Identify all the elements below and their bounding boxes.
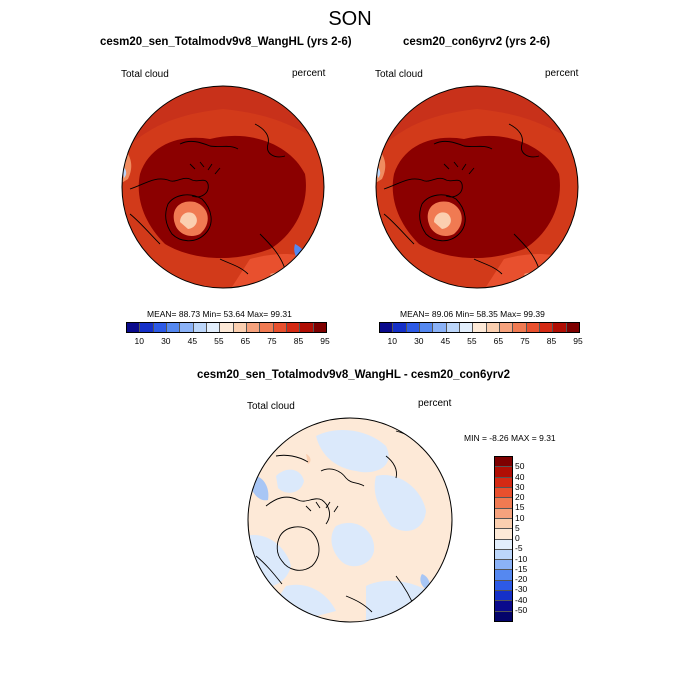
- colorbar-tick-label: -40: [515, 594, 528, 605]
- colorbar-swatch: [419, 323, 434, 332]
- colorbar-swatch: [286, 323, 301, 332]
- diff-colorbar: [494, 456, 513, 622]
- colorbar-swatch: [495, 487, 512, 499]
- panel2-colorbar: [379, 322, 580, 333]
- colorbar-tick-label: 55: [467, 336, 477, 346]
- diff-colorbar-labels: 50 40 30 20 15 10 5 0 -5 -10 -15 -20 -30 -40 -50: [515, 456, 545, 620]
- panel1-variable-label: Total cloud: [121, 69, 169, 80]
- colorbar-swatch: [193, 323, 207, 332]
- colorbar-swatch: [495, 549, 512, 561]
- colorbar-swatch: [140, 323, 154, 332]
- colorbar-tick-label: -10: [515, 553, 528, 564]
- colorbar-tick-label: 85: [293, 336, 304, 346]
- panel1-colorbar: [126, 322, 327, 333]
- panel2-polar-map: [375, 85, 579, 289]
- colorbar-swatch: [553, 323, 567, 332]
- colorbar-swatch: [233, 323, 247, 332]
- colorbar-swatch: [313, 323, 326, 332]
- panel2-stats: MEAN= 89.06 Min= 58.35 Max= 99.39: [400, 309, 545, 319]
- panel1-polar-map: [121, 85, 325, 289]
- colorbar-swatch: [246, 323, 261, 332]
- colorbar-swatch: [495, 457, 512, 468]
- colorbar-swatch: [495, 467, 512, 478]
- colorbar-tick-label: -30: [515, 584, 528, 595]
- panel1-colorbar-ticks: 10 30 45 55 65 75 85 95: [126, 336, 330, 348]
- colorbar-tick-label: 15: [515, 502, 525, 513]
- colorbar-tick-label: 50: [515, 461, 525, 472]
- colorbar-swatch: [495, 601, 512, 612]
- colorbar-swatch: [166, 323, 181, 332]
- panel1-units-label: percent: [292, 68, 326, 79]
- panel1-title: cesm20_sen_Totalmodv9v8_WangHL (yrs 2-6): [100, 36, 352, 48]
- panel2-units-label: percent: [545, 68, 579, 79]
- colorbar-swatch: [495, 518, 512, 530]
- colorbar-tick-label: 10: [515, 512, 525, 523]
- colorbar-swatch: [495, 529, 512, 540]
- colorbar-tick-label: 85: [546, 336, 557, 346]
- colorbar-swatch: [495, 611, 512, 621]
- diff-title: cesm20_sen_Totalmodv9v8_WangHL - cesm20_…: [197, 369, 510, 381]
- colorbar-swatch: [495, 591, 512, 602]
- colorbar-swatch: [459, 323, 474, 332]
- colorbar-swatch: [380, 323, 394, 332]
- colorbar-swatch: [473, 323, 487, 332]
- colorbar-tick-label: 65: [240, 336, 251, 346]
- colorbar-tick-label: -50: [515, 604, 528, 615]
- colorbar-tick-label: 10: [387, 336, 397, 346]
- colorbar-tick-label: 30: [161, 336, 171, 346]
- colorbar-tick-label: 55: [214, 336, 224, 346]
- colorbar-swatch: [220, 323, 234, 332]
- colorbar-swatch: [495, 570, 512, 581]
- colorbar-swatch: [566, 323, 579, 332]
- colorbar-swatch: [300, 323, 314, 332]
- colorbar-swatch: [495, 477, 512, 488]
- colorbar-tick-label: 0: [515, 533, 520, 543]
- panel2-title: cesm20_con6yrv2 (yrs 2-6): [403, 36, 551, 48]
- season-title: SON: [328, 8, 372, 30]
- colorbar-swatch: [495, 580, 512, 592]
- colorbar-tick-label: 95: [320, 336, 330, 346]
- panel2-colorbar-ticks: 10 30 45 55 65 75 85 95: [379, 336, 583, 348]
- colorbar-tick-label: 5: [515, 522, 520, 533]
- colorbar-tick-label: -15: [515, 563, 528, 574]
- colorbar-tick-label: 65: [493, 336, 504, 346]
- colorbar-tick-label: 20: [515, 492, 525, 502]
- panel1-stats: MEAN= 88.73 Min= 53.64 Max= 99.31: [147, 309, 292, 319]
- colorbar-swatch: [273, 323, 287, 332]
- colorbar-tick-label: 45: [440, 336, 451, 346]
- colorbar-swatch: [495, 560, 512, 571]
- colorbar-tick-label: 95: [573, 336, 583, 346]
- colorbar-swatch: [526, 323, 540, 332]
- diff-minmax: MIN = -8.26 MAX = 9.31: [464, 433, 556, 443]
- colorbar-tick-label: 10: [134, 336, 144, 346]
- colorbar-swatch: [486, 323, 500, 332]
- colorbar-tick-label: 30: [414, 336, 424, 346]
- colorbar-tick-label: 30: [515, 481, 525, 492]
- colorbar-swatch: [495, 539, 512, 550]
- colorbar-swatch: [433, 323, 447, 332]
- colorbar-swatch: [446, 323, 460, 332]
- colorbar-tick-label: 40: [515, 471, 525, 482]
- colorbar-swatch: [406, 323, 420, 332]
- colorbar-tick-label: 75: [267, 336, 277, 346]
- colorbar-tick-label: -5: [515, 543, 523, 554]
- colorbar-swatch: [539, 323, 554, 332]
- diff-polar-map: [247, 417, 453, 623]
- colorbar-tick-label: 75: [520, 336, 530, 346]
- colorbar-swatch: [495, 498, 512, 509]
- colorbar-swatch: [153, 323, 167, 332]
- colorbar-tick-label: -20: [515, 574, 528, 584]
- colorbar-tick-label: 45: [187, 336, 198, 346]
- colorbar-swatch: [495, 508, 512, 519]
- colorbar-swatch: [499, 323, 514, 332]
- colorbar-swatch: [260, 323, 274, 332]
- colorbar-swatch: [206, 323, 221, 332]
- colorbar-swatch: [513, 323, 527, 332]
- colorbar-swatch: [393, 323, 407, 332]
- diff-units-label: percent: [418, 398, 452, 409]
- diff-variable-label: Total cloud: [247, 401, 295, 412]
- colorbar-swatch: [180, 323, 194, 332]
- panel2-variable-label: Total cloud: [375, 69, 423, 80]
- colorbar-swatch: [127, 323, 141, 332]
